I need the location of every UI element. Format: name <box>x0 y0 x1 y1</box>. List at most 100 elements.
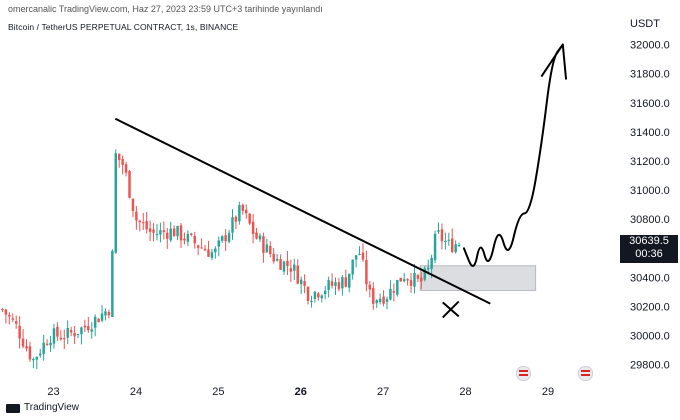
y-tick-label: 30400.0 <box>630 272 670 284</box>
x-tick-label: 29 <box>542 386 554 398</box>
candle-body <box>451 238 454 252</box>
candle-body <box>258 235 262 240</box>
candle-body <box>406 279 409 281</box>
candle-body <box>272 253 275 262</box>
candle-body <box>251 221 255 235</box>
candle-body <box>32 358 35 361</box>
candle-body <box>286 260 289 267</box>
axis-unit: USDT <box>630 18 660 30</box>
us-flag-event-icon[interactable] <box>578 366 594 381</box>
brand-label: TradingView <box>24 402 80 413</box>
y-tick-label: 31800.0 <box>630 69 670 81</box>
candle-body <box>162 230 166 233</box>
candle-body <box>372 288 375 304</box>
candle-body <box>238 205 241 222</box>
candle-body <box>207 249 210 257</box>
candle-body <box>35 356 39 360</box>
candle-body <box>172 228 176 237</box>
candle-body <box>45 343 49 345</box>
candle-body <box>210 252 214 258</box>
candle-body <box>227 233 231 242</box>
candle-body <box>265 244 269 253</box>
candle-body <box>392 290 396 293</box>
candle-body <box>437 230 440 232</box>
candle-body <box>433 233 437 261</box>
candle-body <box>444 240 447 243</box>
candle-body <box>28 346 32 360</box>
candle-body <box>341 277 344 289</box>
candle-body <box>214 248 217 253</box>
candle-body <box>299 279 303 285</box>
y-tick-label: 29800.0 <box>630 360 670 372</box>
candle-body <box>39 353 42 356</box>
candle-body <box>337 282 341 290</box>
current-price-tag: 30639.5 00:36 <box>620 234 678 263</box>
candle-body <box>396 280 399 295</box>
y-tick-label: 31600.0 <box>630 98 670 110</box>
footer: TradingView <box>0 398 680 420</box>
candle-body <box>59 337 63 340</box>
x-tick-label: 23 <box>47 386 59 398</box>
candle-body <box>145 220 148 230</box>
candle-body <box>282 261 286 272</box>
x-axis-labels: 23 24 25 26 27 28 29 <box>47 386 554 398</box>
candle-body <box>90 329 93 332</box>
candle-body <box>330 281 334 286</box>
candle-body <box>430 257 433 269</box>
candle-body <box>138 220 142 223</box>
candle-body <box>447 239 451 241</box>
y-tick-label: 30200.0 <box>630 302 670 314</box>
current-price: 30639.5 <box>629 234 669 247</box>
candle-body <box>179 225 183 241</box>
candle-body <box>389 288 392 300</box>
us-flag-event-icon[interactable] <box>516 366 532 381</box>
candles-layer <box>1 149 461 370</box>
candle-body <box>457 245 461 247</box>
candle-body <box>93 316 97 328</box>
candle-body <box>231 217 234 233</box>
x-tick-label: 27 <box>377 386 389 398</box>
candle-body <box>454 244 457 253</box>
candle-body <box>131 198 135 212</box>
cross-marker <box>442 300 460 319</box>
candle-body <box>87 326 90 331</box>
candle-body <box>80 327 83 335</box>
candle-body <box>63 338 66 340</box>
candle-body <box>14 321 18 324</box>
candle-body <box>111 250 114 317</box>
candle-body <box>303 281 306 286</box>
candle-body <box>217 240 221 247</box>
candle-body <box>8 315 11 317</box>
drawings-layer <box>114 43 568 319</box>
trend-line <box>114 117 491 305</box>
candle-body <box>52 328 56 344</box>
candle-body <box>97 318 100 323</box>
candle-body <box>375 300 378 304</box>
candle-body <box>416 275 420 279</box>
candle-body <box>382 296 385 304</box>
candle-body <box>4 309 8 315</box>
candle-body <box>66 327 69 338</box>
candle-body <box>275 259 279 261</box>
candle-body <box>245 209 248 214</box>
tradingview-logo-icon <box>6 404 20 413</box>
y-tick-label: 30000.0 <box>630 331 670 343</box>
candle-body <box>224 235 227 242</box>
y-axis-labels: 32000.0 31800.0 31600.0 31400.0 31200.0 31000… <box>630 40 670 372</box>
candle-body <box>344 277 348 287</box>
candle-body <box>320 295 324 299</box>
candle-body <box>289 268 293 272</box>
candle-body <box>385 299 389 302</box>
candle-body <box>351 259 354 275</box>
candle-body <box>104 311 107 316</box>
candle-body <box>18 325 21 339</box>
candle-body <box>440 229 444 242</box>
candle-body <box>152 229 155 233</box>
candle-body <box>117 153 121 161</box>
candle-body <box>255 232 258 239</box>
candle-body <box>317 293 320 298</box>
candle-body <box>83 325 87 328</box>
x-tick-label: 26 <box>295 386 307 398</box>
